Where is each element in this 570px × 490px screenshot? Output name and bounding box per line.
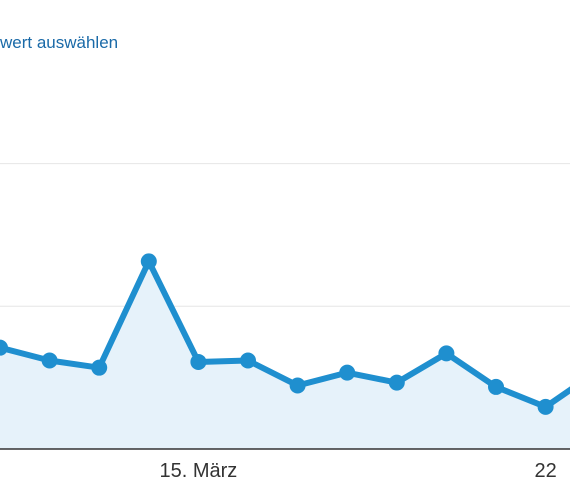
metric-selector-link[interactable]: wert auswählen [0, 33, 119, 52]
data-point [0, 339, 8, 356]
data-point [240, 352, 256, 369]
data-point [537, 398, 554, 415]
data-point [140, 253, 157, 270]
data-point [339, 364, 356, 381]
data-point [289, 377, 306, 394]
data-point [388, 374, 405, 391]
x-tick-label: 22 [534, 460, 556, 482]
x-tick-label: 15. März [159, 460, 237, 482]
data-point [41, 352, 58, 369]
series-area [0, 261, 570, 449]
data-point [488, 378, 504, 395]
data-point [190, 353, 207, 370]
data-point [438, 345, 455, 362]
data-point [91, 359, 108, 376]
